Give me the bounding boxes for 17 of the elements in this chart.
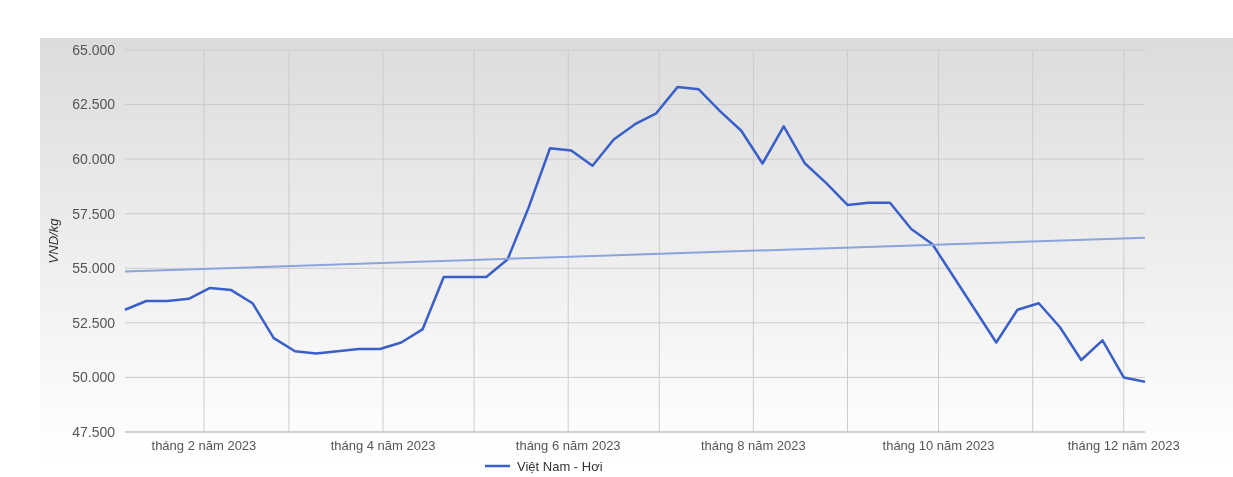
x-tick-label: tháng 12 năm 2023: [1067, 438, 1180, 453]
x-tick-label: tháng 4 năm 2023: [330, 438, 436, 453]
x-tick-label: tháng 6 năm 2023: [515, 438, 621, 453]
y-tick-label: 52.500: [72, 314, 116, 331]
y-tick-label: 65.000: [72, 41, 116, 58]
x-tick-label: tháng 10 năm 2023: [882, 438, 995, 453]
y-tick-label: 50.000: [72, 369, 116, 386]
y-axis-title: VND/kg: [46, 217, 61, 264]
line-series: [123, 85, 1147, 384]
y-tick-label: 47.500: [72, 423, 116, 440]
y-tick-label: 55.000: [72, 260, 116, 277]
x-tick-label: tháng 2 năm 2023: [151, 438, 257, 453]
x-tick-label: tháng 8 năm 2023: [700, 438, 806, 453]
y-tick-label: 62.500: [72, 96, 116, 113]
y-tick-label: 60.000: [72, 151, 116, 168]
y-tick-label: 57.500: [72, 205, 116, 222]
legend-label: Việt Nam - Hơi: [517, 458, 603, 474]
